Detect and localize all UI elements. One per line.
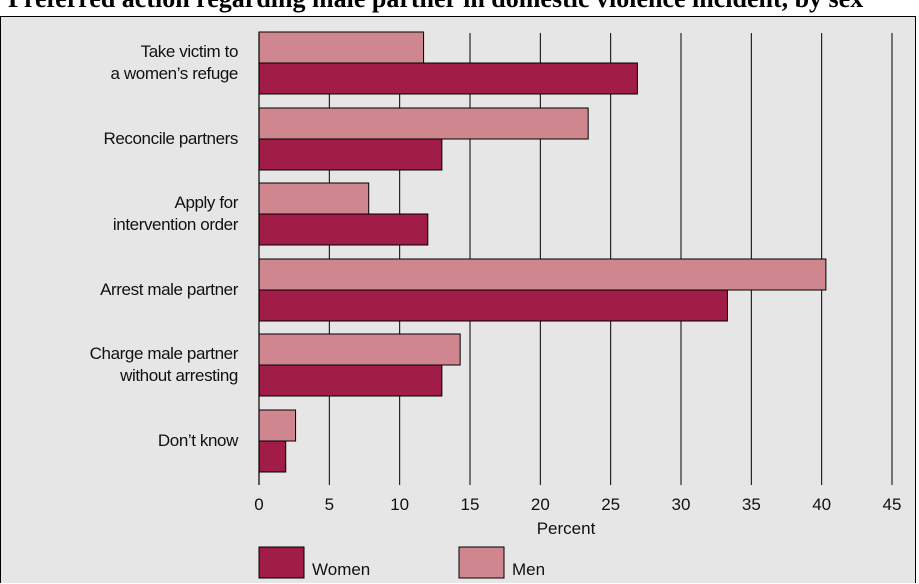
chart-svg: 0 5 10 15 20 25 30 35 40 45 Percent Women Men: [254, 31, 902, 579]
category-label-line: Apply for: [174, 193, 239, 212]
bar-women-3: [258, 289, 728, 322]
x-tick-label-40: 40: [812, 495, 831, 514]
x-tick-label-20: 20: [531, 495, 550, 514]
bar-women-2: [258, 213, 429, 246]
bar-men-5: [258, 409, 297, 442]
x-tick-label-30: 30: [672, 495, 691, 514]
chart-panel: 0 5 10 15 20 25 30 35 40 45 Percent Women Men Take v…: [0, 16, 916, 583]
chart-title: Preferred action regarding male partner …: [8, 0, 863, 14]
bar-men-3: [258, 258, 827, 291]
bar-men-4: [258, 333, 461, 366]
x-tick-label-45: 45: [883, 495, 902, 514]
legend-swatch-women: [258, 546, 305, 579]
category-label-line: Don’t know: [157, 431, 239, 450]
category-label-line: Arrest male partner: [100, 280, 238, 299]
bar-men-2: [258, 182, 370, 215]
x-axis-title: Percent: [537, 519, 596, 538]
category-label-5: Don’t know: [157, 430, 239, 452]
x-tick-label-35: 35: [742, 495, 761, 514]
x-tick-label-10: 10: [390, 495, 409, 514]
category-label-line: a women’s refuge: [110, 64, 239, 83]
category-label-line: without arresting: [120, 366, 238, 385]
category-label-line: Charge male partner: [89, 344, 239, 363]
bar-women-1: [258, 138, 443, 171]
x-tick-label-15: 15: [461, 495, 480, 514]
legend-swatch-men: [458, 546, 505, 579]
x-tick-label-0: 0: [254, 495, 263, 514]
bar-men-0: [258, 31, 425, 64]
legend-label-women: Women: [312, 560, 370, 579]
bar-men-1: [258, 107, 589, 140]
bar-women-0: [258, 62, 638, 95]
category-label-2: Apply for intervention order: [112, 192, 239, 236]
category-label-4: Charge male partner without arresting: [89, 343, 239, 387]
category-label-0: Take victim to a women’s refuge: [110, 41, 239, 85]
category-label-line: Take victim to: [140, 42, 239, 61]
category-label-1: Reconcile partners: [103, 128, 238, 150]
category-label-line: Reconcile partners: [103, 129, 238, 148]
x-tick-label-5: 5: [325, 495, 334, 514]
bar-women-5: [258, 440, 287, 473]
category-label-3: Arrest male partner: [100, 279, 238, 301]
category-label-line: intervention order: [112, 215, 239, 234]
title-strip: Preferred action regarding male partner …: [0, 0, 919, 16]
bar-women-4: [258, 364, 443, 397]
legend-label-men: Men: [512, 560, 545, 579]
x-tick-label-25: 25: [601, 495, 620, 514]
